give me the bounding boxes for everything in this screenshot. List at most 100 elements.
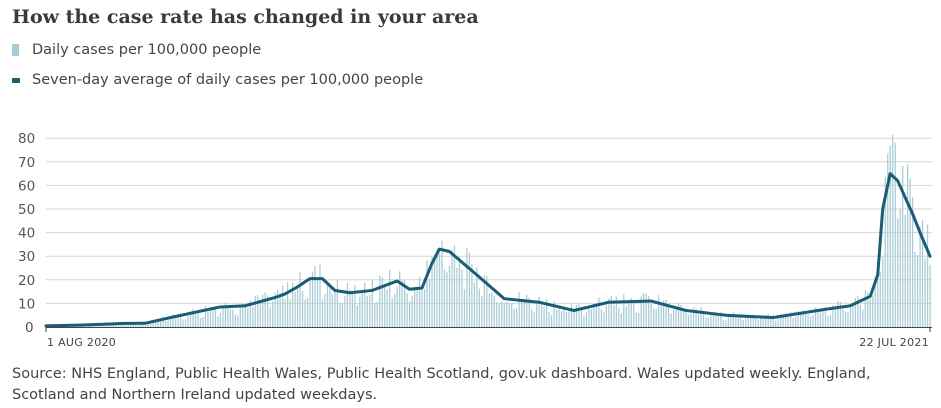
daily-bar (174, 318, 177, 327)
daily-bar (740, 317, 742, 327)
daily-bar (189, 311, 192, 327)
y-tick-label-50: 50 (18, 202, 35, 218)
daily-bar (411, 296, 413, 327)
legend-swatch-average (12, 77, 20, 83)
daily-bar (802, 310, 804, 327)
daily-bars (45, 134, 931, 327)
daily-bar (329, 286, 331, 327)
daily-bar (306, 297, 309, 327)
daily-bar (299, 271, 301, 327)
x-axis: 1 AUG 2020 22 JUL 2021 (45, 327, 932, 349)
daily-bar (613, 305, 615, 327)
daily-bar (852, 302, 854, 327)
daily-bar (344, 296, 346, 327)
case-rate-chart: 10 20 30 40 50 60 70 80 0 1 AUG 2020 22 JUL 2021 (18, 131, 932, 349)
daily-bar (112, 324, 114, 327)
y-tick-label-70: 70 (18, 155, 35, 171)
daily-bar (501, 300, 503, 327)
daily-bar (239, 305, 241, 327)
daily-bar (321, 299, 324, 327)
daily-bar (528, 297, 530, 327)
daily-bar (391, 297, 393, 327)
daily-bar (877, 260, 879, 327)
daily-bar (675, 308, 677, 327)
legend-item-average: Seven-day average of daily cases per 100… (12, 70, 423, 90)
daily-bar (782, 317, 784, 327)
daily-bar (757, 319, 759, 327)
daily-bar (817, 311, 819, 327)
daily-bar (483, 275, 485, 327)
daily-bar (346, 283, 349, 327)
daily-bar (526, 294, 528, 327)
daily-bar (132, 324, 134, 327)
daily-bar (563, 307, 565, 327)
daily-bar (194, 311, 197, 327)
daily-bar (416, 286, 418, 327)
daily-bar (545, 298, 548, 327)
daily-bar (560, 311, 563, 327)
daily-bar (638, 312, 640, 327)
daily-bar (389, 269, 391, 327)
daily-bar (336, 280, 339, 327)
grid-lines: 10 20 30 40 50 60 70 80 0 (18, 131, 932, 336)
daily-bar (169, 318, 172, 327)
daily-bar (443, 269, 446, 327)
daily-bar (354, 285, 356, 327)
daily-bar (204, 306, 207, 327)
daily-bar (404, 280, 406, 327)
daily-bar (677, 302, 680, 327)
daily-bar (351, 292, 353, 327)
daily-bar (319, 264, 321, 327)
daily-bar (130, 324, 132, 327)
daily-bar (794, 316, 797, 327)
daily-bar (770, 318, 772, 327)
daily-bar (585, 312, 588, 327)
daily-bar (640, 296, 642, 327)
daily-bar (491, 292, 493, 327)
daily-bar (665, 299, 667, 327)
daily-bar (267, 295, 269, 327)
daily-bar (902, 165, 904, 327)
daily-bar (361, 290, 363, 327)
daily-bar (705, 317, 707, 327)
daily-bar (600, 309, 602, 327)
daily-bar (912, 197, 914, 327)
daily-bar (859, 304, 861, 327)
daily-bar (540, 304, 543, 327)
daily-bar (214, 306, 217, 327)
daily-bar (792, 318, 794, 327)
daily-bar (633, 302, 635, 327)
daily-bar (331, 294, 334, 327)
daily-bar (909, 177, 911, 327)
daily-bar (864, 290, 866, 327)
daily-bar (125, 323, 127, 327)
daily-bar (289, 299, 291, 327)
daily-bar (777, 318, 779, 327)
daily-bar (356, 305, 358, 327)
daily-bar (339, 302, 341, 327)
daily-bar (653, 308, 655, 327)
daily-bar (804, 313, 807, 327)
legend-item-daily: Daily cases per 100,000 people (12, 40, 423, 60)
legend-label-daily: Daily cases per 100,000 people (32, 42, 262, 58)
daily-bar (301, 291, 304, 327)
daily-bar (202, 316, 204, 327)
daily-bar (279, 293, 281, 327)
daily-bar (441, 240, 443, 327)
daily-bar (608, 298, 610, 327)
daily-bar (575, 304, 578, 327)
daily-bar (135, 323, 137, 327)
daily-bar (386, 289, 388, 327)
daily-bar (314, 266, 316, 327)
daily-bar (553, 301, 555, 327)
daily-bar (242, 303, 244, 327)
daily-bar (523, 299, 525, 327)
daily-bar (511, 303, 513, 327)
daily-bar (481, 296, 483, 327)
daily-bar (506, 302, 508, 327)
daily-bar (593, 305, 595, 327)
daily-bar (122, 323, 124, 327)
daily-bar (842, 306, 844, 327)
daily-bar (508, 302, 510, 327)
daily-bar (272, 301, 274, 327)
